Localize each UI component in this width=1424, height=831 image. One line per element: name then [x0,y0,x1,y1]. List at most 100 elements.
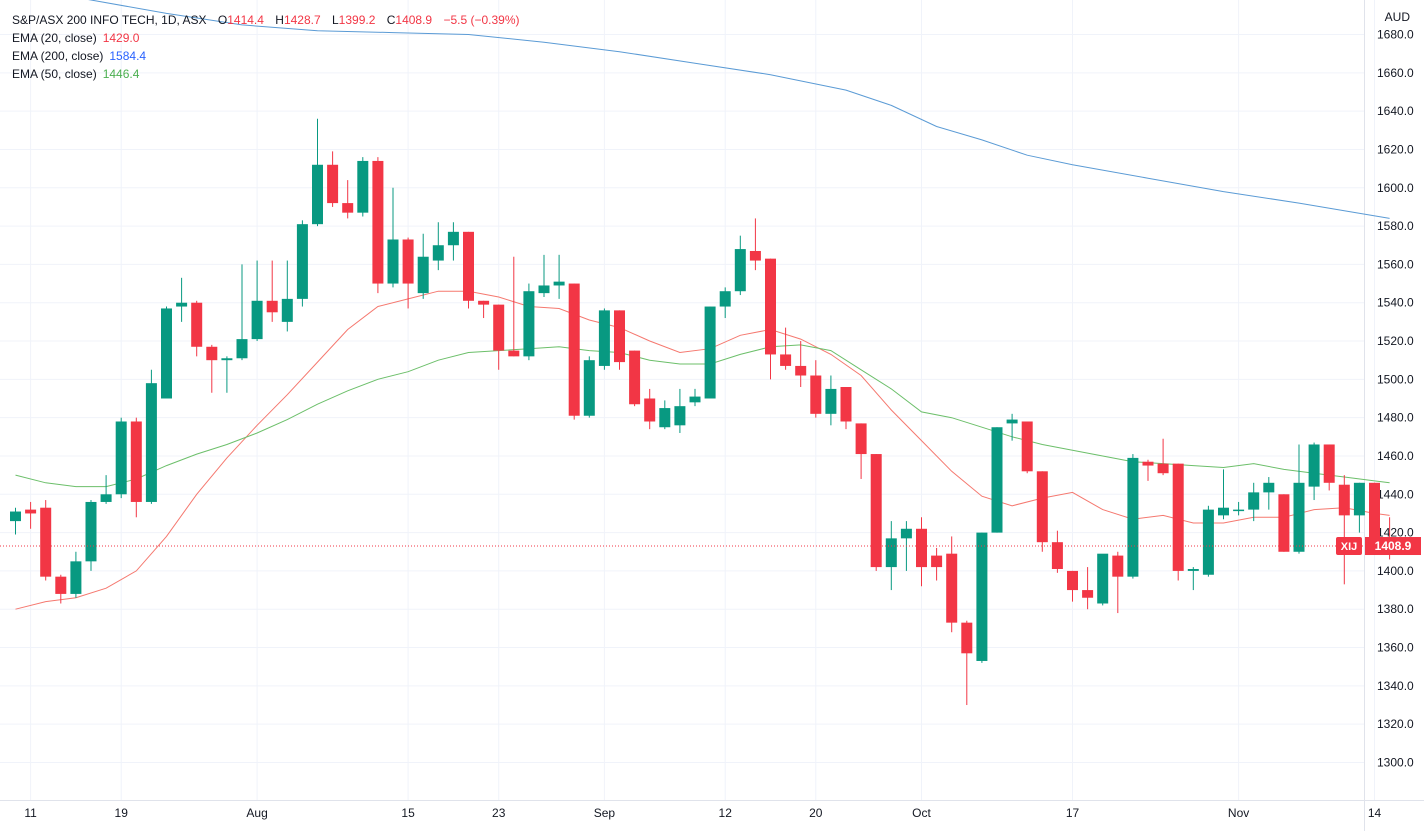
candle-body [644,398,656,422]
candle-body [900,528,912,539]
price-tag-value: 1408.9 [1375,539,1412,553]
y-tick-label: 1460.0 [1377,449,1414,463]
candle-body [749,250,761,261]
candle-body [689,396,701,403]
candle-body [70,561,82,594]
x-tick-label: 20 [809,806,823,820]
candle-body [1202,509,1214,575]
x-tick-label: Oct [912,806,931,820]
y-tick-label: 1640.0 [1377,104,1414,118]
candle-body [161,308,172,399]
close-label: C [386,13,396,27]
open-value: 1414.4 [227,13,264,27]
close-value: 1408.9 [395,13,433,27]
candle-body [583,360,595,416]
candle-body [463,231,474,301]
y-tick-label: 1420.0 [1377,526,1414,540]
y-tick-label: 1520.0 [1377,334,1414,348]
currency-label: AUD [1384,10,1410,24]
high-label: H [275,13,284,27]
y-tick-label: 1300.0 [1377,756,1414,770]
chart-legend: S&P/ASX 200 INFO TECH, 1D, ASX O1414.4 H… [12,11,520,83]
candle-body [387,239,399,284]
x-tick-label: 15 [401,806,415,820]
candle-body [780,354,792,366]
candle-body [840,387,852,422]
ema50-value: 1446.4 [102,67,140,81]
candle-body [1353,482,1365,516]
x-tick-label: Sep [594,806,616,820]
y-tick-label: 1560.0 [1377,257,1414,271]
candle-body [946,553,958,623]
candle-body [447,231,459,246]
candle-body [508,350,520,357]
y-tick-label: 1340.0 [1377,679,1414,693]
candle-body [1323,444,1335,483]
candle-body [553,281,565,286]
candle-body [402,239,414,284]
candle-body [719,291,731,307]
change-value: −5.5 (−0.39%) [443,13,520,27]
ticker-tag-label: XIJ [1341,541,1358,553]
candle-body [236,339,248,359]
y-tick-label: 1380.0 [1377,602,1414,616]
x-tick-label: 11 [24,806,37,820]
candle-body [266,300,278,313]
candle-body [704,306,716,399]
candle-body [1293,482,1305,552]
ema200-row[interactable]: EMA (200, close) 1584.4 [12,47,520,65]
candle-body [765,258,776,355]
x-tick-label: 19 [115,806,129,820]
y-tick-label: 1500.0 [1377,372,1414,386]
candle-body [478,300,490,305]
symbol-row: S&P/ASX 200 INFO TECH, 1D, ASX O1414.4 H… [12,11,520,29]
candle-body [432,245,444,261]
candle-body [885,538,897,568]
candle-body [130,421,142,502]
candle-body [191,302,203,347]
candle-body [1082,590,1094,598]
candle-body [10,511,21,522]
low-label: L [331,13,339,27]
ema50-row[interactable]: EMA (50, close) 1446.4 [12,65,520,83]
y-tick-label: 1320.0 [1377,717,1414,731]
candle-body [296,224,308,299]
candle-body [961,622,973,654]
y-tick-label: 1620.0 [1377,142,1414,156]
candle-body [870,454,882,568]
candle-body [327,164,339,204]
candle-body [931,555,943,568]
ema20-label: EMA (20, close) [12,31,97,45]
y-tick-label: 1480.0 [1377,411,1414,425]
candle-body [916,528,927,568]
candle-body [598,310,610,366]
candle-body [1112,555,1124,577]
ema200-label: EMA (200, close) [12,49,104,63]
candle-body [1097,553,1109,604]
candle-body [312,164,323,225]
candle-body [85,501,97,562]
candle-body [221,358,233,361]
candle-body [1051,542,1063,570]
y-tick-label: 1540.0 [1377,296,1414,310]
low-value: 1399.2 [338,13,376,27]
candle-body [40,507,52,577]
price-tag-box [1365,537,1421,556]
y-tick-label: 1680.0 [1377,28,1414,42]
candle-body [1067,570,1078,591]
y-tick-label: 1660.0 [1377,66,1414,80]
candle-body [55,576,67,594]
ema20-value: 1429.0 [102,31,140,45]
candle-body [1278,494,1290,552]
candle-body [1036,471,1048,543]
candle-body [417,256,429,294]
candle-body [614,310,625,363]
candle-body [1369,482,1380,545]
candle-body [825,388,837,414]
ema20-row[interactable]: EMA (20, close) 1429.0 [12,29,520,47]
candle-body [674,406,686,426]
candle-body [115,421,127,495]
candle-body [1157,463,1169,474]
